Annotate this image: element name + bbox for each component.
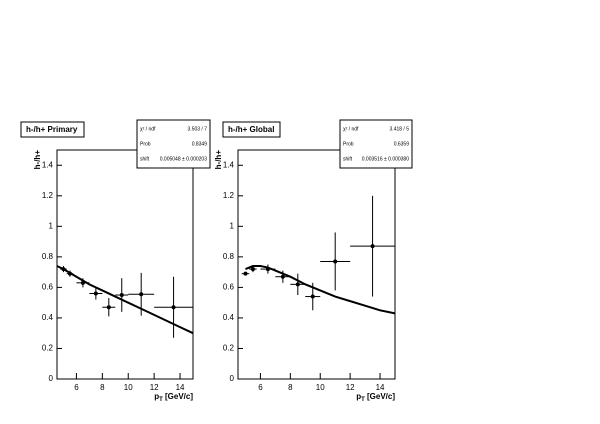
y-tick-label: 1.2 <box>223 191 235 200</box>
stats-box <box>136 119 211 169</box>
plot-frame <box>56 149 194 380</box>
data-point <box>280 274 285 279</box>
data-point <box>250 267 255 272</box>
data-point <box>333 259 338 264</box>
stats-label: shift <box>343 156 353 162</box>
y-tick-label: 1.4 <box>42 160 54 169</box>
data-point <box>265 267 270 272</box>
title-box <box>20 121 85 138</box>
x-tick-label: 8 <box>100 383 105 392</box>
y-tick-label: 0.4 <box>42 313 54 322</box>
stats-label: Prob <box>343 141 354 147</box>
x-tick-label: 10 <box>124 383 133 392</box>
stats-value: 0.003516 ± 0.000380 <box>362 156 409 162</box>
stats-label: Prob <box>140 141 151 147</box>
data-point <box>61 267 66 272</box>
data-point <box>243 271 248 276</box>
data-point <box>139 292 144 297</box>
y-tick-label: 0 <box>49 374 54 383</box>
stats-box <box>339 119 413 169</box>
chart-title: h-/h+ Global <box>228 125 274 134</box>
data-point <box>106 305 111 310</box>
y-tick-label: 0.4 <box>223 313 235 322</box>
stats-value: 3.418 / 5 <box>390 126 410 132</box>
x-tick-label: 14 <box>176 383 185 392</box>
x-tick-label: 12 <box>346 383 355 392</box>
stats-label: χ² / ndf <box>140 126 156 132</box>
stats-value: 0.8349 <box>192 141 208 147</box>
x-tick-label: 8 <box>288 383 293 392</box>
data-point <box>119 293 124 298</box>
plot-frame <box>237 149 396 380</box>
y-tick-label: 1 <box>230 221 235 230</box>
y-tick-label: 1.4 <box>223 160 235 169</box>
x-axis-label-rest: [GeV/c] <box>163 392 194 401</box>
y-tick-label: 0.8 <box>42 252 54 261</box>
x-axis-label-sub: T <box>361 397 365 403</box>
stats-value: 0.6359 <box>394 141 410 147</box>
data-point <box>93 291 98 296</box>
x-axis-label: pT [GeV/c] <box>154 392 193 402</box>
x-tick-label: 12 <box>150 383 159 392</box>
x-axis-label-main: p <box>356 392 361 401</box>
y-tick-label: 0.6 <box>223 283 235 292</box>
stats-label: χ² / ndf <box>343 126 359 132</box>
data-point <box>370 244 375 249</box>
data-point <box>67 271 72 276</box>
data-point <box>80 280 85 285</box>
y-tick-label: 0.2 <box>223 344 235 353</box>
y-tick-label: 0 <box>230 374 235 383</box>
y-tick-label: 0.2 <box>42 344 54 353</box>
fit-curve <box>56 265 194 335</box>
y-tick-label: 1.2 <box>42 191 54 200</box>
title-box <box>222 121 281 138</box>
y-axis-label: h-/h+ <box>214 150 223 170</box>
x-tick-label: 6 <box>258 383 263 392</box>
y-axis-label: h-/h+ <box>33 150 42 170</box>
x-tick-label: 14 <box>376 383 385 392</box>
data-point <box>310 294 315 299</box>
data-point <box>171 305 176 310</box>
y-tick-label: 0.8 <box>223 252 235 261</box>
x-axis-label-main: p <box>154 392 159 401</box>
x-tick-label: 10 <box>316 383 325 392</box>
stats-value: 3.503 / 7 <box>188 126 208 132</box>
data-point <box>295 282 300 287</box>
x-axis-label-rest: [GeV/c] <box>365 392 396 401</box>
y-tick-label: 1 <box>49 221 54 230</box>
x-axis-label-sub: T <box>159 397 163 403</box>
x-axis-label: pT [GeV/c] <box>356 392 395 402</box>
y-tick-label: 0.6 <box>42 283 54 292</box>
chart-title: h-/h+ Primary <box>26 125 78 134</box>
x-tick-label: 6 <box>74 383 79 392</box>
stats-label: shift <box>140 156 150 162</box>
stats-value: 0.005048 ± 0.000203 <box>160 156 207 162</box>
